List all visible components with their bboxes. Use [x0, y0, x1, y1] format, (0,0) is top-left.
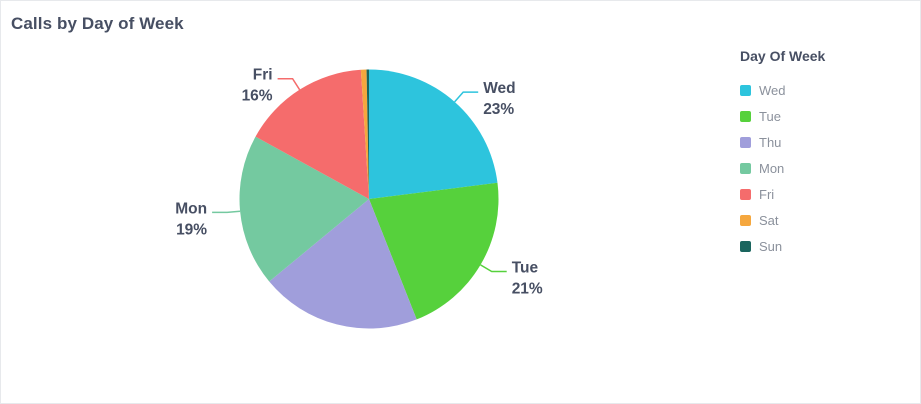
chart-title: Calls by Day of Week: [11, 14, 184, 33]
slice-label-mon: Mon 19%: [175, 200, 207, 238]
slice-label-tue: Tue 21%: [512, 260, 543, 298]
legend-item-sun[interactable]: Sun: [740, 239, 912, 254]
legend-title: Day Of Week: [740, 48, 826, 64]
legend-items: Wed Tue Thu Mon Fri Sat Sun: [740, 83, 912, 254]
legend-label: Mon: [759, 161, 785, 176]
pie-slice-fri[interactable]: [255, 69, 369, 199]
legend-label: Fri: [759, 187, 775, 202]
legend-swatch: [740, 163, 751, 174]
pie-slice-sat[interactable]: [360, 69, 369, 200]
legend-swatch: [740, 111, 751, 122]
legend-swatch: [740, 137, 751, 148]
legend-item-fri[interactable]: Fri: [740, 187, 912, 202]
pie-slice-thu[interactable]: [269, 199, 417, 329]
label-leader-line: [454, 91, 479, 103]
pie-slice-tue[interactable]: [369, 182, 499, 320]
slice-label-wed: Wed 23%: [483, 80, 515, 118]
legend-label: Tue: [759, 109, 781, 124]
legend: Day Of Week Wed Tue Thu Mon Fri Sat Sun: [740, 48, 912, 267]
pie-slice-mon[interactable]: [239, 136, 369, 282]
legend-item-tue[interactable]: Tue: [740, 109, 912, 124]
label-leader-line: [212, 210, 241, 214]
label-leader-line: [277, 77, 301, 91]
legend-item-thu[interactable]: Thu: [740, 135, 912, 150]
legend-label: Thu: [759, 135, 782, 150]
legend-swatch: [740, 85, 751, 96]
legend-label: Sun: [759, 239, 783, 254]
legend-item-mon[interactable]: Mon: [740, 161, 912, 176]
label-leader-line: [480, 264, 507, 273]
legend-item-wed[interactable]: Wed: [740, 83, 912, 98]
pie-slice-wed[interactable]: [369, 69, 498, 200]
legend-item-sat[interactable]: Sat: [740, 213, 912, 228]
pie-slice-sun[interactable]: [366, 69, 369, 199]
legend-label: Sat: [759, 213, 779, 228]
slice-label-fri: Fri 16%: [242, 67, 273, 105]
legend-swatch: [740, 215, 751, 226]
legend-swatch: [740, 189, 751, 200]
legend-label: Wed: [759, 83, 786, 98]
legend-swatch: [740, 241, 751, 252]
